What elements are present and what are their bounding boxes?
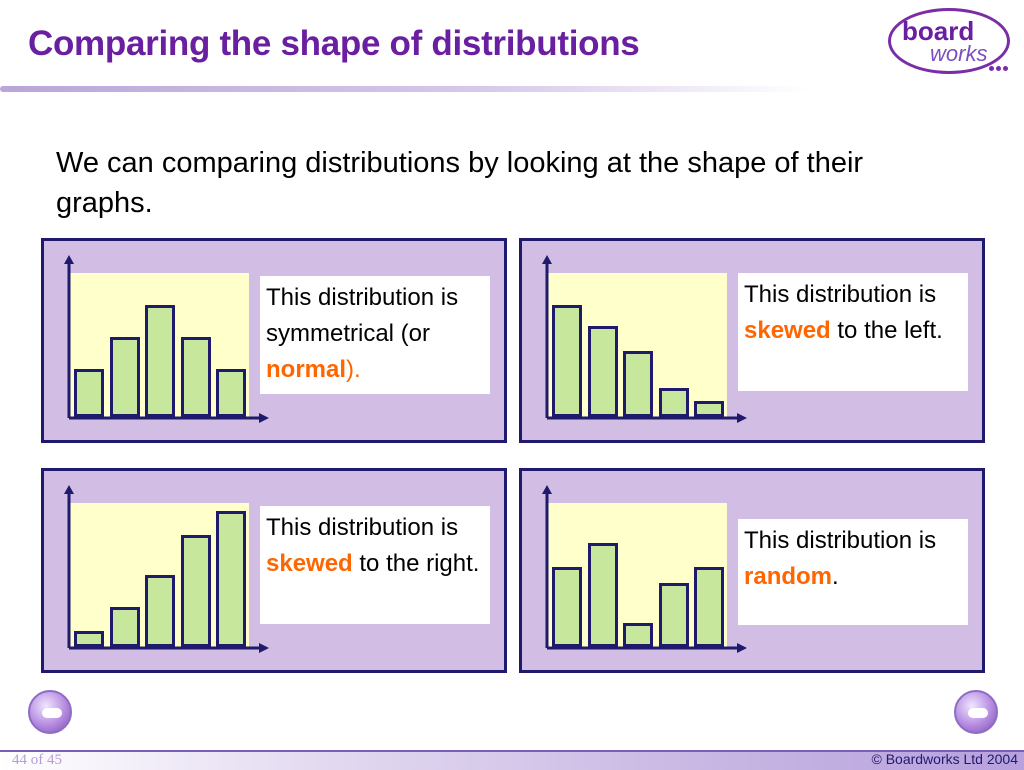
histogram-bar xyxy=(623,623,653,647)
intro-text: We can comparing distributions by lookin… xyxy=(56,147,864,219)
histogram-bar xyxy=(145,305,175,417)
copyright-text: © Boardworks Ltd 2004 xyxy=(871,751,1018,767)
description-box: This distribution is skewed to the right… xyxy=(260,506,490,624)
x-axis-arrow xyxy=(737,643,747,653)
logo-ellipse xyxy=(888,8,1010,74)
histogram-bar xyxy=(694,401,724,417)
y-axis-arrow xyxy=(542,485,552,494)
description-text-end: to the right. xyxy=(352,550,480,577)
panel-skewed-left: This distribution is skewed to the left. xyxy=(519,238,985,443)
highlight-word: skewed xyxy=(744,317,831,344)
highlight-word: random xyxy=(744,563,833,590)
panel-symmetrical: This distribution is symmetrical (or nor… xyxy=(41,238,507,443)
x-axis-arrow xyxy=(737,413,747,423)
panel-random: This distribution is random. xyxy=(519,468,985,673)
histogram-plot xyxy=(64,485,269,653)
description-text: This distribution is xyxy=(266,514,459,541)
histogram-plot xyxy=(64,255,269,423)
logo-works-text: works xyxy=(930,41,988,66)
histogram-bar xyxy=(216,511,246,647)
histogram-bar xyxy=(216,369,246,417)
x-axis-arrow xyxy=(259,413,269,423)
panel-skewed-right: This distribution is skewed to the right… xyxy=(41,468,507,673)
histogram-axes xyxy=(64,485,269,653)
previous-slide-icon[interactable] xyxy=(28,690,72,734)
y-axis-arrow xyxy=(64,485,74,494)
description-text: This distribution is symmetrical (or xyxy=(266,284,459,347)
histogram-bar xyxy=(109,607,140,647)
histogram-plot xyxy=(542,255,747,423)
histogram-bar xyxy=(623,351,653,417)
histogram-bar xyxy=(587,543,618,647)
description-text-end: ). xyxy=(346,356,361,383)
histogram-axes xyxy=(542,485,747,653)
next-slide-icon[interactable] xyxy=(954,690,998,734)
histogram-bar xyxy=(74,369,104,417)
histogram-plot xyxy=(542,485,747,653)
title-underline xyxy=(0,86,810,92)
description-box: This distribution is random. xyxy=(738,519,968,625)
histogram-bar xyxy=(109,337,140,417)
y-axis-arrow xyxy=(64,255,74,264)
boardworks-logo: board works xyxy=(888,8,1016,78)
histogram-bar xyxy=(552,305,582,417)
y-axis-arrow xyxy=(542,255,552,264)
description-box: This distribution is skewed to the left. xyxy=(738,273,968,391)
histogram-bar xyxy=(694,567,724,647)
description-text-end: to the left. xyxy=(830,317,943,344)
logo-board-text: board xyxy=(902,16,975,46)
logo-dots xyxy=(988,58,1009,76)
histogram-axes xyxy=(64,255,269,423)
description-text-end: . xyxy=(832,563,839,590)
histogram-bar xyxy=(145,575,175,647)
histogram-bar xyxy=(658,388,689,417)
histogram-bar xyxy=(180,535,211,647)
page-number: 44 of 45 xyxy=(12,752,62,768)
histogram-bar xyxy=(587,326,618,417)
histogram-bar xyxy=(552,567,582,647)
histogram-axes xyxy=(542,255,747,423)
description-text: This distribution is xyxy=(744,527,937,554)
footer-bar xyxy=(0,750,1024,770)
description-box: This distribution is symmetrical (or nor… xyxy=(260,276,490,394)
histogram-bar xyxy=(658,583,689,647)
description-text: This distribution is xyxy=(744,281,937,308)
histogram-bar xyxy=(180,337,211,417)
x-axis-arrow xyxy=(259,643,269,653)
highlight-word: normal xyxy=(266,356,347,383)
histogram-bar xyxy=(74,631,104,647)
highlight-word: skewed xyxy=(266,550,353,577)
page-title: Comparing the shape of distributions xyxy=(28,24,640,63)
